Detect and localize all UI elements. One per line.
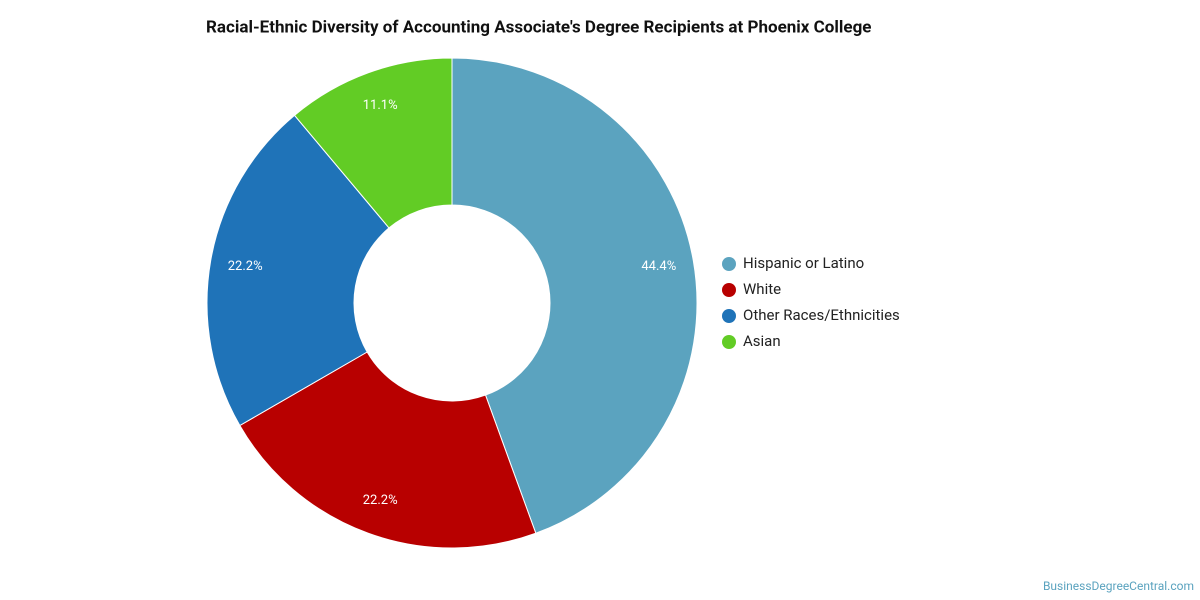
data-label: 22.2% <box>363 493 398 508</box>
source-credit[interactable]: BusinessDegreeCentral.com <box>1043 579 1194 593</box>
legend-marker <box>722 309 736 323</box>
data-label: 11.1% <box>363 98 398 113</box>
legend-label: White <box>743 280 781 298</box>
donut-slice <box>293 57 453 229</box>
legend-label: Other Races/Ethnicities <box>743 306 900 324</box>
donut-slice <box>239 351 537 549</box>
legend-marker <box>722 257 736 271</box>
legend-label: Hispanic or Latino <box>743 254 864 272</box>
data-label: 44.4% <box>641 259 676 274</box>
legend-marker <box>722 335 736 349</box>
donut-slice <box>451 57 698 534</box>
data-label: 22.2% <box>228 259 263 274</box>
chart-title: Racial-Ethnic Diversity of Accounting As… <box>206 17 871 37</box>
legend-marker <box>722 283 736 297</box>
donut-slice <box>206 114 390 427</box>
legend-label: Asian <box>743 332 781 350</box>
